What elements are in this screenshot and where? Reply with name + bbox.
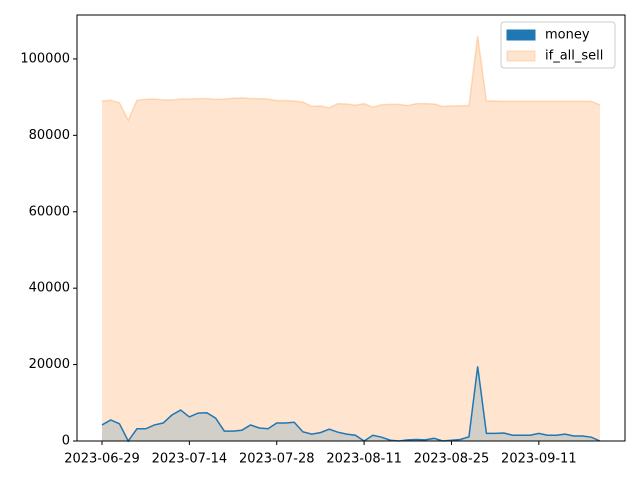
legend-label: money bbox=[545, 28, 590, 43]
y-tick-label: 100000 bbox=[20, 51, 70, 66]
y-tick-label: 20000 bbox=[29, 357, 70, 372]
y-tick-label: 40000 bbox=[29, 281, 70, 296]
x-tick-label: 2023-09-11 bbox=[501, 452, 577, 467]
plot-area bbox=[101, 35, 601, 443]
y-tick-label: 80000 bbox=[29, 128, 70, 143]
legend-label: if_all_sell bbox=[545, 49, 603, 64]
legend-swatch bbox=[506, 29, 536, 41]
y-tick-label: 60000 bbox=[29, 204, 70, 219]
x-tick-label: 2023-07-14 bbox=[152, 452, 228, 467]
series-line bbox=[101, 35, 601, 122]
axes-frame bbox=[76, 14, 626, 442]
x-tick-label: 2023-08-25 bbox=[414, 452, 490, 467]
legend-swatch bbox=[506, 50, 536, 62]
x-tick-label: 2023-08-11 bbox=[326, 452, 402, 467]
area-fill bbox=[102, 36, 600, 441]
series-line bbox=[101, 366, 601, 443]
x-tick-label: 2023-06-29 bbox=[64, 452, 140, 467]
x-tick-label: 2023-07-28 bbox=[239, 452, 315, 467]
y-tick-label: 0 bbox=[62, 434, 70, 449]
